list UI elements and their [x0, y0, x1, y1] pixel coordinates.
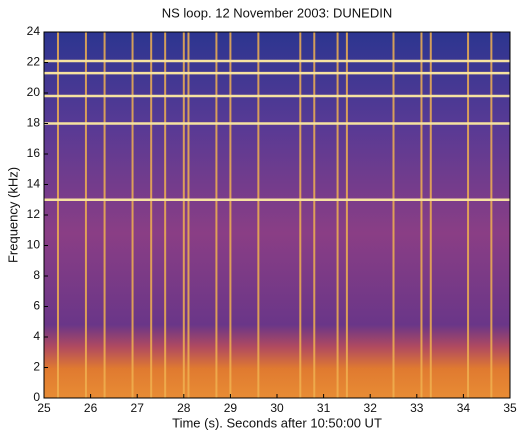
- x-tick-label: 26: [84, 401, 98, 415]
- y-tick-label: 2: [33, 360, 40, 374]
- x-tick-label: 29: [224, 401, 238, 415]
- x-tick-label: 27: [131, 401, 145, 415]
- y-tick-label: 16: [27, 146, 41, 160]
- x-tick-label: 31: [317, 401, 331, 415]
- x-tick-label: 35: [503, 401, 517, 415]
- x-tick-label: 34: [457, 401, 471, 415]
- y-tick-label: 12: [27, 207, 41, 221]
- chart-title: NS loop. 12 November 2003: DUNEDIN: [162, 5, 393, 20]
- y-tick-label: 8: [33, 268, 40, 282]
- y-tick-label: 24: [27, 24, 41, 38]
- y-tick-label: 10: [27, 238, 41, 252]
- x-tick-label: 30: [270, 401, 284, 415]
- y-tick-label: 6: [33, 299, 40, 313]
- y-tick-label: 18: [27, 116, 41, 130]
- y-tick-label: 0: [33, 390, 40, 404]
- x-tick-label: 25: [37, 401, 51, 415]
- y-tick-label: 20: [27, 85, 41, 99]
- x-tick-label: 32: [364, 401, 378, 415]
- y-tick-label: 14: [27, 177, 41, 191]
- x-tick-label: 33: [410, 401, 424, 415]
- x-tick-label: 28: [177, 401, 191, 415]
- spectrogram-background: [44, 32, 510, 398]
- y-tick-label: 4: [33, 329, 40, 343]
- y-tick-label: 22: [27, 55, 41, 69]
- x-axis-label: Time (s). Seconds after 10:50:00 UT: [172, 415, 382, 430]
- y-axis-label: Frequency (kHz): [5, 167, 20, 263]
